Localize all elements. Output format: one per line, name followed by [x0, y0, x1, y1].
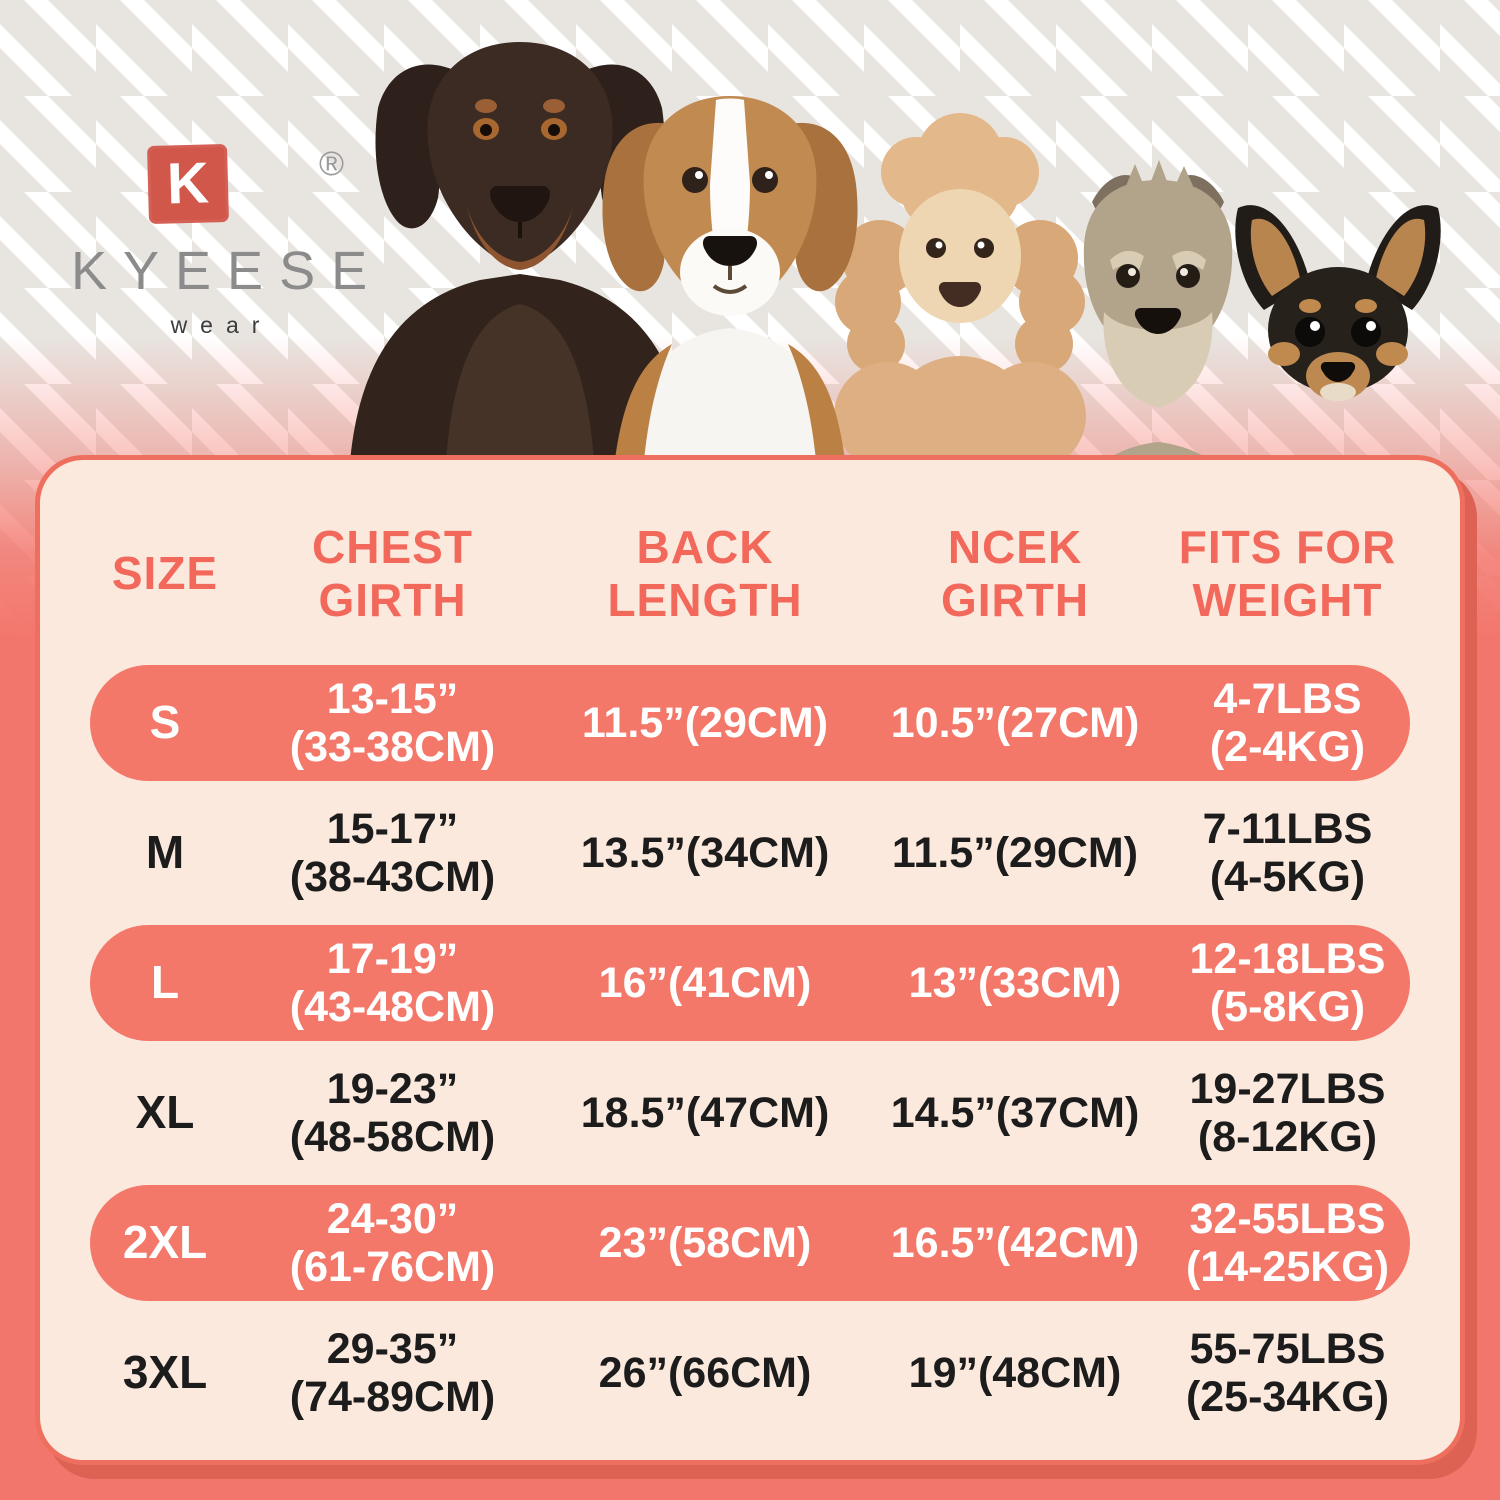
- dog-schnauzer: [1083, 160, 1233, 462]
- back-length-value: 23”(58CM): [598, 1218, 812, 1267]
- weight-value: 55-75LBS (25-34KG): [1165, 1325, 1410, 1421]
- value-line: (33-38CM): [289, 723, 496, 771]
- value-line: 17-19”: [326, 934, 459, 983]
- value-line: 4-7LBS: [1213, 674, 1362, 723]
- back-length-value: 26”(66CM): [598, 1348, 812, 1397]
- dog-poodle: [834, 113, 1086, 462]
- value-line: (25-34KG): [1185, 1373, 1390, 1421]
- value-line: (38-43CM): [289, 853, 496, 901]
- dog-beagle: [602, 96, 858, 462]
- weight-value: 19-27LBS (8-12KG): [1165, 1065, 1410, 1161]
- neck-girth-value: 16.5”(42CM): [890, 1218, 1140, 1267]
- brand-name: KYEESE: [71, 241, 384, 301]
- neck-girth-value: 19”(48CM): [908, 1348, 1122, 1397]
- value-line: 15-17”: [326, 804, 459, 853]
- value-line: 29-35”: [326, 1324, 459, 1373]
- value-line: 19-27LBS: [1189, 1064, 1386, 1113]
- header-line: GIRTH: [940, 574, 1090, 626]
- neck-girth-value: 11.5”(29CM): [891, 828, 1139, 877]
- size-row-m: M 15-17” (38-43CM) 13.5”(34CM) 11.5”(29CM…: [90, 788, 1410, 918]
- value-line: (8-12KG): [1197, 1113, 1378, 1161]
- neck-girth-value: 10.5”(27CM): [890, 698, 1140, 747]
- header-line: WEIGHT: [1192, 574, 1383, 626]
- size-label: S: [149, 696, 181, 749]
- value-line: (74-89CM): [289, 1373, 496, 1421]
- brand-subtitle: wear: [170, 312, 273, 338]
- value-line: (4-5KG): [1209, 853, 1366, 901]
- column-header-neck-girth: NCEK GIRTH: [865, 521, 1165, 628]
- value-line: 32-55LBS: [1189, 1194, 1386, 1243]
- value-line: (48-58CM): [289, 1113, 496, 1161]
- back-length-value: 11.5”(29CM): [581, 698, 829, 747]
- column-header-chest-girth: CHEST GIRTH: [240, 521, 545, 628]
- size-row-l: L 17-19” (43-48CM) 16”(41CM) 13”(33CM) 12…: [90, 925, 1410, 1041]
- value-line: (43-48CM): [289, 983, 496, 1031]
- column-header-back-length: BACK LENGTH: [545, 521, 865, 628]
- weight-value: 4-7LBS (2-4KG): [1165, 675, 1410, 771]
- neck-girth-value: 13”(33CM): [908, 958, 1122, 1007]
- back-length-value: 16”(41CM): [598, 958, 812, 1007]
- chest-girth-value: 15-17” (38-43CM): [240, 805, 545, 901]
- dogs-illustration: [350, 42, 1441, 462]
- weight-value: 32-55LBS (14-25KG): [1165, 1195, 1410, 1291]
- size-label: 2XL: [122, 1216, 208, 1269]
- registered-trademark-icon: ®: [319, 145, 345, 183]
- value-line: 7-11LBS: [1202, 804, 1373, 853]
- chest-girth-value: 29-35” (74-89CM): [240, 1325, 545, 1421]
- value-line: 12-18LBS: [1189, 934, 1386, 983]
- back-length-value: 18.5”(47CM): [580, 1088, 830, 1137]
- header-line: LENGTH: [607, 574, 803, 626]
- size-row-2xl: 2XL 24-30” (61-76CM) 23”(58CM) 16.5”(42CM…: [90, 1185, 1410, 1301]
- back-length-value: 13.5”(34CM): [580, 828, 830, 877]
- chest-girth-value: 17-19” (43-48CM): [240, 935, 545, 1031]
- header-line: CHEST: [312, 520, 473, 573]
- neck-girth-value: 14.5”(37CM): [890, 1088, 1140, 1137]
- weight-value: 7-11LBS (4-5KG): [1165, 805, 1410, 901]
- size-chart-header-row: SIZE CHEST GIRTH BACK LENGTH NCEK GIRTH …: [90, 490, 1410, 658]
- value-line: (2-4KG): [1209, 723, 1366, 771]
- value-line: (14-25KG): [1185, 1243, 1390, 1291]
- column-header-size: SIZE: [90, 547, 240, 600]
- size-label: XL: [135, 1086, 195, 1139]
- header-line: SIZE: [111, 547, 219, 600]
- size-label: L: [150, 956, 180, 1009]
- value-line: 13-15”: [326, 674, 459, 723]
- header-line: NCEK: [947, 520, 1083, 573]
- dog-chihuahua: [1235, 205, 1441, 401]
- size-chart-card: SIZE CHEST GIRTH BACK LENGTH NCEK GIRTH …: [35, 455, 1465, 1465]
- size-row-3xl: 3XL 29-35” (74-89CM) 26”(66CM) 19”(48CM) …: [90, 1308, 1410, 1438]
- value-line: 19-23”: [326, 1064, 459, 1113]
- size-label: 3XL: [122, 1346, 208, 1399]
- logo-k-badge: K: [146, 143, 230, 225]
- size-row-s: S 13-15” (33-38CM) 11.5”(29CM) 10.5”(27CM…: [90, 665, 1410, 781]
- chest-girth-value: 13-15” (33-38CM): [240, 675, 545, 771]
- chest-girth-value: 24-30” (61-76CM): [240, 1195, 545, 1291]
- value-line: (5-8KG): [1209, 983, 1366, 1031]
- column-header-fits-for-weight: FITS FOR WEIGHT: [1165, 521, 1410, 628]
- size-label: M: [145, 826, 185, 879]
- value-line: 24-30”: [326, 1194, 459, 1243]
- value-line: 55-75LBS: [1189, 1324, 1386, 1373]
- chest-girth-value: 19-23” (48-58CM): [240, 1065, 545, 1161]
- header-line: BACK: [636, 520, 774, 573]
- size-row-xl: XL 19-23” (48-58CM) 18.5”(47CM) 14.5”(37C…: [90, 1048, 1410, 1178]
- header-line: FITS FOR: [1178, 520, 1397, 573]
- logo-letter: K: [166, 150, 210, 217]
- header-line: GIRTH: [318, 574, 467, 626]
- value-line: (61-76CM): [289, 1243, 496, 1291]
- weight-value: 12-18LBS (5-8KG): [1165, 935, 1410, 1031]
